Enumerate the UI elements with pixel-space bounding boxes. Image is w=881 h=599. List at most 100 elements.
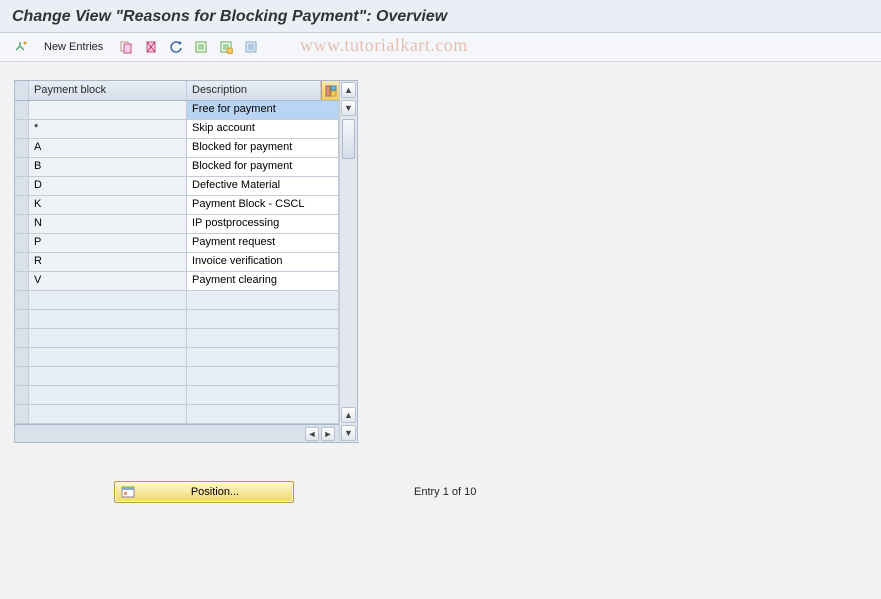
row-selector[interactable] [15, 291, 29, 309]
copy-icon[interactable] [115, 37, 137, 57]
watermark-text: www.tutorialkart.com [300, 35, 468, 56]
row-selector[interactable] [15, 177, 29, 195]
table-row[interactable]: NIP postprocessing [15, 215, 339, 234]
cell-empty [187, 310, 339, 328]
cell-description[interactable]: Blocked for payment [187, 158, 339, 176]
cell-description[interactable]: Blocked for payment [187, 139, 339, 157]
cell-payment-block[interactable]: R [29, 253, 187, 271]
scrollbar-track[interactable] [340, 117, 357, 406]
table-row-empty [15, 291, 339, 310]
table-row-empty [15, 386, 339, 405]
cell-payment-block[interactable]: N [29, 215, 187, 233]
row-selector[interactable] [15, 386, 29, 404]
row-selector[interactable] [15, 310, 29, 328]
select-column-header[interactable] [15, 81, 29, 100]
cell-description[interactable]: Payment Block - CSCL [187, 196, 339, 214]
table-row[interactable]: PPayment request [15, 234, 339, 253]
scroll-right-icon[interactable]: ► [321, 427, 335, 441]
cell-description[interactable]: Invoice verification [187, 253, 339, 271]
cell-payment-block[interactable]: K [29, 196, 187, 214]
toolbar: New Entries www.tutorialkart.com [0, 33, 881, 62]
cell-empty [187, 405, 339, 423]
table-row[interactable]: ABlocked for payment [15, 139, 339, 158]
cell-empty [29, 405, 187, 423]
table-row-empty [15, 310, 339, 329]
row-selector[interactable] [15, 253, 29, 271]
cell-empty [187, 291, 339, 309]
row-selector[interactable] [15, 272, 29, 290]
table-main: Payment block Description Free for payme… [15, 81, 339, 442]
cell-payment-block[interactable]: B [29, 158, 187, 176]
select-all-icon[interactable] [190, 37, 212, 57]
column-description[interactable]: Description [187, 81, 321, 100]
table-row[interactable]: KPayment Block - CSCL [15, 196, 339, 215]
delete-icon[interactable] [140, 37, 162, 57]
content-area: Payment block Description Free for payme… [0, 62, 881, 503]
cell-description[interactable]: Skip account [187, 120, 339, 138]
cell-payment-block[interactable] [29, 101, 187, 119]
cell-empty [187, 329, 339, 347]
table-row[interactable]: *Skip account [15, 120, 339, 139]
table-row[interactable]: Free for payment [15, 101, 339, 120]
position-button[interactable]: Position... [114, 481, 294, 503]
footer-bar: Position... Entry 1 of 10 [14, 481, 881, 503]
row-selector[interactable] [15, 101, 29, 119]
table-row-empty [15, 329, 339, 348]
cell-description[interactable]: Payment request [187, 234, 339, 252]
position-icon [121, 485, 135, 499]
scrollbar-thumb[interactable] [342, 119, 355, 159]
cell-empty [187, 348, 339, 366]
cell-payment-block[interactable]: * [29, 120, 187, 138]
row-selector[interactable] [15, 367, 29, 385]
column-payment-block[interactable]: Payment block [29, 81, 187, 100]
configure-icon[interactable] [240, 37, 262, 57]
row-selector[interactable] [15, 120, 29, 138]
cell-payment-block[interactable]: D [29, 177, 187, 195]
row-selector[interactable] [15, 348, 29, 366]
table-body: Free for payment*Skip accountABlocked fo… [15, 101, 339, 424]
row-selector[interactable] [15, 139, 29, 157]
cell-empty [29, 348, 187, 366]
table-row[interactable]: RInvoice verification [15, 253, 339, 272]
cell-description[interactable]: IP postprocessing [187, 215, 339, 233]
cell-empty [29, 367, 187, 385]
deselect-all-icon[interactable] [215, 37, 237, 57]
table-row[interactable]: DDefective Material [15, 177, 339, 196]
table-header: Payment block Description [15, 81, 339, 101]
cell-description[interactable]: Defective Material [187, 177, 339, 195]
scroll-down-icon[interactable]: ▼ [341, 100, 356, 116]
cell-empty [29, 386, 187, 404]
cell-empty [29, 310, 187, 328]
cell-payment-block[interactable]: A [29, 139, 187, 157]
undo-icon[interactable] [165, 37, 187, 57]
table-row-empty [15, 348, 339, 367]
table-row-empty [15, 405, 339, 424]
table-row[interactable]: BBlocked for payment [15, 158, 339, 177]
cell-description[interactable]: Free for payment [187, 101, 339, 119]
row-selector[interactable] [15, 196, 29, 214]
new-entries-button[interactable]: New Entries [35, 37, 112, 57]
row-selector[interactable] [15, 234, 29, 252]
page-header: Change View "Reasons for Blocking Paymen… [0, 0, 881, 33]
scroll-up-icon[interactable]: ▲ [341, 82, 356, 98]
scroll-left-icon[interactable]: ◄ [305, 427, 319, 441]
scroll-down2-icon[interactable]: ▼ [341, 425, 356, 441]
row-selector[interactable] [15, 329, 29, 347]
row-selector[interactable] [15, 215, 29, 233]
cell-empty [29, 291, 187, 309]
cell-empty [29, 329, 187, 347]
cell-empty [187, 386, 339, 404]
table-row[interactable]: VPayment clearing [15, 272, 339, 291]
table-container: Payment block Description Free for payme… [14, 80, 358, 443]
cell-payment-block[interactable]: V [29, 272, 187, 290]
toggle-display-icon[interactable] [10, 37, 32, 57]
page-title: Change View "Reasons for Blocking Paymen… [12, 8, 869, 26]
cell-empty [187, 367, 339, 385]
table-settings-icon[interactable] [321, 81, 339, 100]
vertical-scrollbar: ▲ ▼ ▲ ▼ [339, 81, 357, 442]
cell-description[interactable]: Payment clearing [187, 272, 339, 290]
cell-payment-block[interactable]: P [29, 234, 187, 252]
row-selector[interactable] [15, 405, 29, 423]
scroll-up2-icon[interactable]: ▲ [341, 407, 356, 423]
row-selector[interactable] [15, 158, 29, 176]
